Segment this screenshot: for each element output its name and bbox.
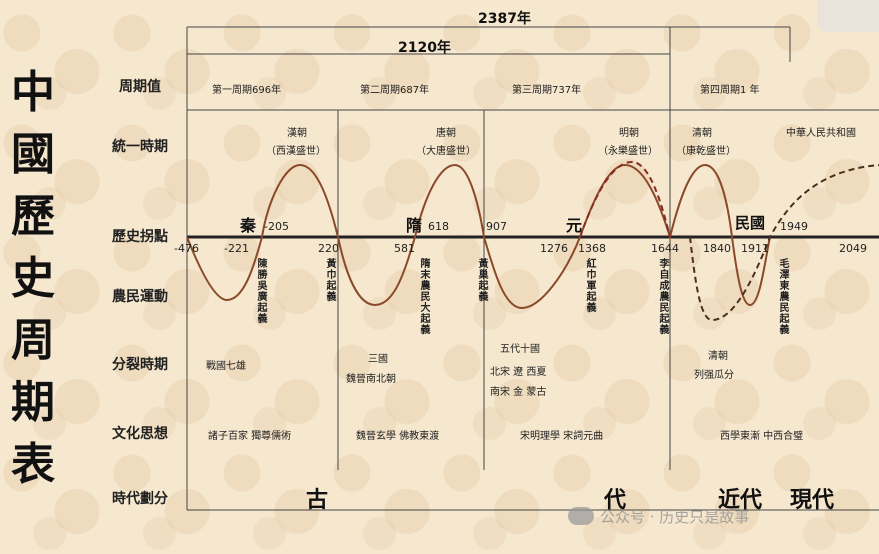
unify-note: （西漢盛世） (266, 146, 326, 157)
title-char: 史 (11, 253, 55, 304)
dynasty-qin: 秦 (240, 216, 257, 235)
title-char: 周 (11, 315, 55, 366)
split-period: 北宋 遼 西夏 (490, 367, 547, 378)
row-label-era: 時代劃分 (112, 491, 168, 507)
unify-note: （永樂盛世） (598, 146, 658, 157)
axis-tick: 581 (394, 242, 415, 255)
dashed-curve-modern (689, 164, 879, 322)
unify-note: （大唐盛世） (416, 146, 476, 157)
page-title: 中 國 歷 史 周 期 表 (8, 62, 58, 496)
unify-note: （康乾盛世） (676, 146, 736, 157)
uprising-label: 隋末農民大起義 (418, 258, 429, 335)
era-dai: 代 (604, 488, 627, 513)
uprising-label: 陳勝吳廣起義 (255, 258, 266, 324)
row-label-culture: 文化思想 (112, 426, 168, 442)
axis-tick: 220 (318, 242, 339, 255)
culture-text: 西學東漸 中西合璧 (720, 431, 804, 442)
split-period: 列强瓜分 (694, 370, 734, 381)
uprising-label: 毛澤東農民起義 (777, 258, 788, 335)
axis-tick: -476 (174, 242, 199, 255)
era-xiandai: 現代 (790, 488, 835, 513)
row-label-peasant: 農民運動 (112, 289, 168, 305)
split-period: 三國 (368, 354, 388, 365)
axis-tick: 1644 (651, 242, 679, 255)
cycle-value: 第二周期687年 (360, 85, 430, 96)
unify-name: 中華人民共和國 (786, 128, 856, 139)
axis-tick: 1276 (540, 242, 568, 255)
unify-name: 漢朝 (287, 128, 307, 139)
split-period: 魏晉南北朝 (346, 374, 396, 385)
span-total-label: 2387年 (478, 11, 531, 27)
axis-tick: 1949 (780, 220, 808, 233)
row-label-unify: 統一時期 (112, 139, 168, 155)
unify-name: 明朝 (619, 128, 639, 139)
culture-text: 魏晉玄學 佛教東渡 (356, 431, 440, 442)
split-period: 戰國七雄 (206, 361, 246, 372)
axis-tick: 1368 (578, 242, 606, 255)
axis-tick: 1840 (703, 242, 731, 255)
title-char: 國 (11, 129, 55, 180)
uprising-label: 紅巾軍起義 (584, 258, 595, 313)
split-period: 五代十國 (500, 344, 540, 355)
cycle-curve (186, 163, 771, 310)
title-char: 歷 (11, 191, 55, 242)
cycle-value: 第一周期696年 (212, 85, 282, 96)
unify-name: 清朝 (692, 128, 712, 139)
dynasty-sui: 隋 (406, 216, 423, 235)
axis-tick: 1911 (741, 242, 769, 255)
watermark-text: 公众号 · 历史只是故事 (600, 508, 750, 526)
split-period: 南宋 金 蒙古 (490, 387, 547, 398)
cycle-value: 第三周期737年 (512, 85, 582, 96)
row-label-split: 分裂時期 (112, 357, 168, 373)
corner-overlay (817, 0, 879, 32)
axis-tick: 618 (428, 220, 449, 233)
span-second-label: 2120年 (398, 40, 451, 56)
title-char: 中 (11, 67, 55, 118)
axis-tick: -205 (264, 220, 289, 233)
wechat-icon (568, 507, 594, 525)
title-char: 期 (11, 377, 55, 428)
culture-text: 諸子百家 獨尊儒術 (208, 431, 292, 442)
watermark: 公众号 · 历史只是故事 (568, 506, 749, 527)
dynasty-minguo: 民國 (735, 214, 766, 232)
row-label-turning: 歷史拐點 (112, 229, 168, 245)
split-period: 清朝 (708, 351, 728, 362)
culture-text: 宋明理學 宋詞元曲 (520, 431, 604, 442)
row-label-cycle: 周期值 (119, 79, 161, 95)
unify-name: 唐朝 (436, 128, 456, 139)
uprising-label: 黃巾起義 (324, 258, 335, 302)
dashed-curve-ming (579, 160, 671, 238)
axis-tick: -221 (224, 242, 249, 255)
dynasty-yuan: 元 (566, 216, 583, 235)
axis-tick: 907 (486, 220, 507, 233)
uprising-label: 李自成農民起義 (657, 258, 668, 335)
era-jindai: 近代 (718, 488, 763, 513)
uprising-label: 黃巢起義 (476, 258, 487, 302)
cycle-value: 第四周期1 年 (700, 85, 760, 96)
axis-tick: 2049 (839, 242, 867, 255)
title-char: 表 (11, 439, 55, 490)
era-gu: 古 (306, 488, 329, 513)
